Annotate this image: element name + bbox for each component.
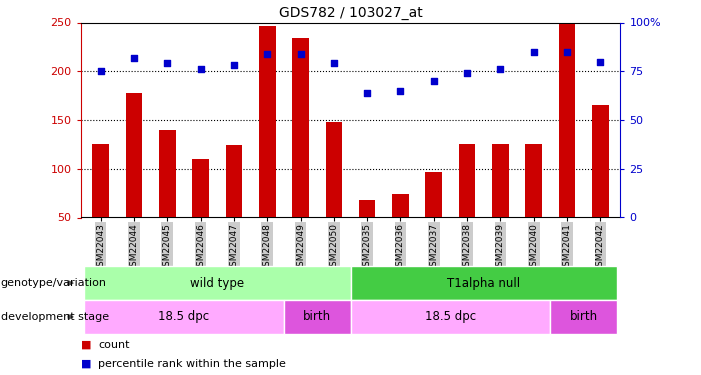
Point — [594, 58, 606, 64]
Bar — [259, 26, 275, 218]
Text: percentile rank within the sample: percentile rank within the sample — [98, 359, 286, 369]
Bar — [426, 172, 442, 217]
Point — [362, 90, 373, 96]
Text: ■: ■ — [81, 340, 91, 350]
Point — [495, 66, 506, 72]
Bar — [550, 300, 617, 334]
Text: genotype/variation: genotype/variation — [1, 278, 107, 288]
Bar — [458, 144, 475, 218]
Bar — [350, 266, 617, 300]
Point — [261, 51, 273, 57]
Bar — [526, 144, 542, 218]
Bar — [284, 300, 350, 334]
Bar — [559, 24, 576, 217]
Bar — [226, 146, 243, 218]
Point — [428, 78, 440, 84]
Bar — [84, 300, 284, 334]
Bar — [159, 130, 175, 218]
Point — [95, 68, 107, 74]
Point — [128, 55, 139, 61]
Point — [295, 51, 306, 57]
Point — [562, 49, 573, 55]
Bar — [292, 38, 309, 218]
Text: 18.5 dpc: 18.5 dpc — [425, 310, 476, 323]
Bar — [93, 144, 109, 218]
Bar — [392, 194, 409, 217]
Point — [395, 88, 406, 94]
Bar — [125, 93, 142, 218]
Bar — [192, 159, 209, 218]
Point — [195, 66, 206, 72]
Point — [328, 60, 339, 66]
Bar — [359, 200, 376, 217]
Text: ■: ■ — [81, 359, 91, 369]
Bar — [84, 266, 350, 300]
Bar — [592, 105, 608, 218]
Text: birth: birth — [570, 310, 598, 323]
Point — [461, 70, 472, 76]
Text: wild type: wild type — [190, 277, 244, 290]
Text: T1alpha null: T1alpha null — [447, 277, 520, 290]
Bar — [350, 300, 550, 334]
Point — [528, 49, 539, 55]
Text: development stage: development stage — [1, 312, 109, 322]
Bar — [492, 144, 509, 218]
Point — [229, 62, 240, 68]
Text: birth: birth — [303, 310, 332, 323]
Point — [162, 60, 173, 66]
Bar — [325, 122, 342, 218]
Title: GDS782 / 103027_at: GDS782 / 103027_at — [278, 6, 423, 20]
Text: 18.5 dpc: 18.5 dpc — [158, 310, 210, 323]
Text: count: count — [98, 340, 130, 350]
